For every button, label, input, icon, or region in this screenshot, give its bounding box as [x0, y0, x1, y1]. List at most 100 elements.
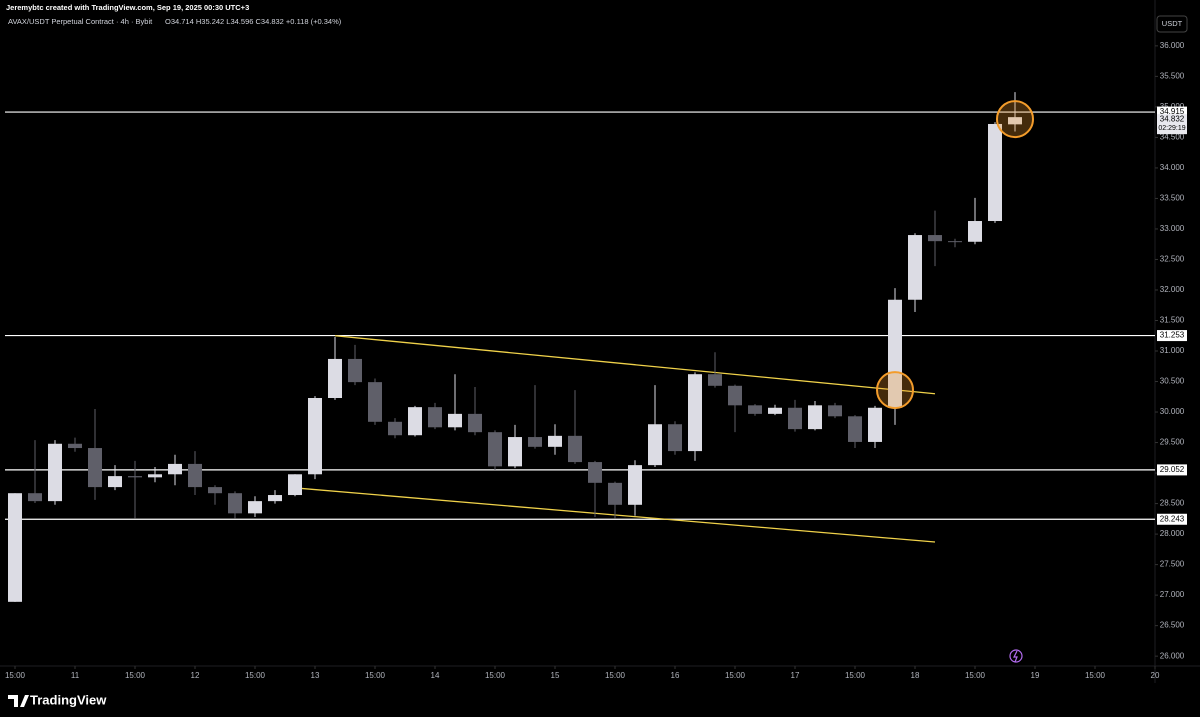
last-price-box	[1157, 114, 1187, 135]
candle-body	[208, 487, 222, 494]
x-tick-label: 15:00	[365, 671, 386, 680]
x-tick-label: 15:00	[965, 671, 986, 680]
candle-body	[768, 407, 782, 414]
candle-body	[1008, 117, 1022, 125]
countdown: 02:29:19	[1158, 125, 1185, 132]
candle-body	[888, 299, 902, 408]
candle-body	[528, 437, 542, 447]
x-tick-label: 15:00	[485, 671, 506, 680]
x-tick-label: 15:00	[605, 671, 626, 680]
candle-body	[388, 421, 402, 436]
level-label-box	[1157, 330, 1187, 342]
symbol: AVAX/USDT Perpetual Contract · 4h · Bybi…	[8, 17, 153, 26]
candle-body	[728, 385, 742, 406]
candle-body	[608, 482, 622, 505]
candle-body	[148, 474, 162, 478]
x-tick-label: 15:00	[725, 671, 746, 680]
level-label-box	[1157, 464, 1187, 476]
currency-button[interactable]	[1156, 15, 1188, 33]
candle-body	[288, 474, 302, 496]
logo-icon	[8, 695, 29, 707]
y-tick-label: 35.000	[1160, 102, 1185, 111]
candle-body	[88, 448, 102, 488]
level-label-box	[1157, 513, 1187, 525]
candle-body	[368, 382, 382, 422]
y-tick-label: 26.000	[1160, 651, 1185, 660]
candle-body	[628, 465, 642, 505]
y-tick-label: 31.000	[1160, 346, 1185, 355]
level-label-box	[1157, 106, 1187, 118]
y-tick-label: 33.500	[1160, 194, 1185, 203]
candle-body	[408, 407, 422, 436]
candle-body	[168, 463, 182, 475]
candle-body	[28, 493, 42, 502]
y-tick-label: 34.500	[1160, 133, 1185, 142]
x-tick-label: 14	[431, 671, 440, 680]
candle-body	[748, 405, 762, 414]
candle-body	[48, 443, 62, 502]
highlight	[876, 371, 914, 410]
ohlc: O34.714 H35.242 L34.596 C34.832 +0.118 (…	[165, 17, 342, 26]
y-tick-label: 31.500	[1160, 316, 1185, 325]
candle-body	[228, 493, 242, 514]
currency[interactable]: USDT	[1162, 19, 1183, 28]
candle-body	[488, 432, 502, 467]
level-label: 31.253	[1160, 331, 1185, 340]
y-tick-label: 27.500	[1160, 560, 1185, 569]
candle-body	[568, 435, 582, 463]
candle-body	[868, 407, 882, 442]
x-tick-label: 17	[791, 671, 800, 680]
candle-body	[268, 495, 282, 502]
candle-body	[848, 416, 862, 442]
candle-body	[808, 405, 822, 430]
logo: TradingView	[30, 692, 107, 707]
candle-body	[948, 241, 962, 243]
candle-body	[908, 235, 922, 300]
alert-icon[interactable]	[1009, 649, 1023, 663]
candle-body	[328, 358, 342, 398]
candle-body	[708, 374, 722, 386]
x-tick-label: 19	[1031, 671, 1040, 680]
candle-body	[348, 358, 362, 383]
y-tick-label: 33.000	[1160, 224, 1185, 233]
candle-body	[968, 221, 982, 242]
attribution: Jeremybtc created with TradingView.com, …	[6, 3, 249, 12]
x-tick-label: 18	[911, 671, 920, 680]
y-tick-label: 32.500	[1160, 255, 1185, 264]
candle-body	[8, 493, 22, 602]
candle-body	[548, 435, 562, 447]
x-tick-label: 11	[71, 671, 80, 680]
y-tick-label: 32.000	[1160, 285, 1185, 294]
candle-body	[448, 413, 462, 428]
x-tick-label: 15:00	[245, 671, 266, 680]
x-tick-label: 13	[311, 671, 320, 680]
x-tick-label: 15:00	[845, 671, 866, 680]
candle-body	[988, 123, 1002, 222]
y-tick-label: 34.000	[1160, 163, 1185, 172]
y-tick-label: 26.500	[1160, 621, 1185, 630]
candle-body	[128, 476, 142, 478]
candle-body	[648, 424, 662, 466]
x-tick-label: 12	[191, 671, 200, 680]
candle-body	[928, 235, 942, 242]
candle-body	[68, 443, 82, 449]
y-tick-label: 28.500	[1160, 499, 1185, 508]
y-tick-label: 29.500	[1160, 438, 1185, 447]
footer	[0, 683, 1200, 717]
x-tick-label: 15:00	[125, 671, 146, 680]
level-label: 29.052	[1160, 465, 1185, 474]
candle-body	[308, 397, 322, 475]
y-tick-label: 30.000	[1160, 407, 1185, 416]
candle-body	[108, 476, 122, 488]
y-tick-label: 36.000	[1160, 41, 1185, 50]
highlight	[996, 100, 1034, 139]
trendline	[334, 335, 936, 395]
candle-body	[788, 407, 802, 430]
candle-body	[188, 463, 202, 488]
y-tick-label: 28.000	[1160, 529, 1185, 538]
x-tick-label: 16	[671, 671, 680, 680]
candle-body	[668, 424, 682, 452]
candle-body	[588, 462, 602, 483]
